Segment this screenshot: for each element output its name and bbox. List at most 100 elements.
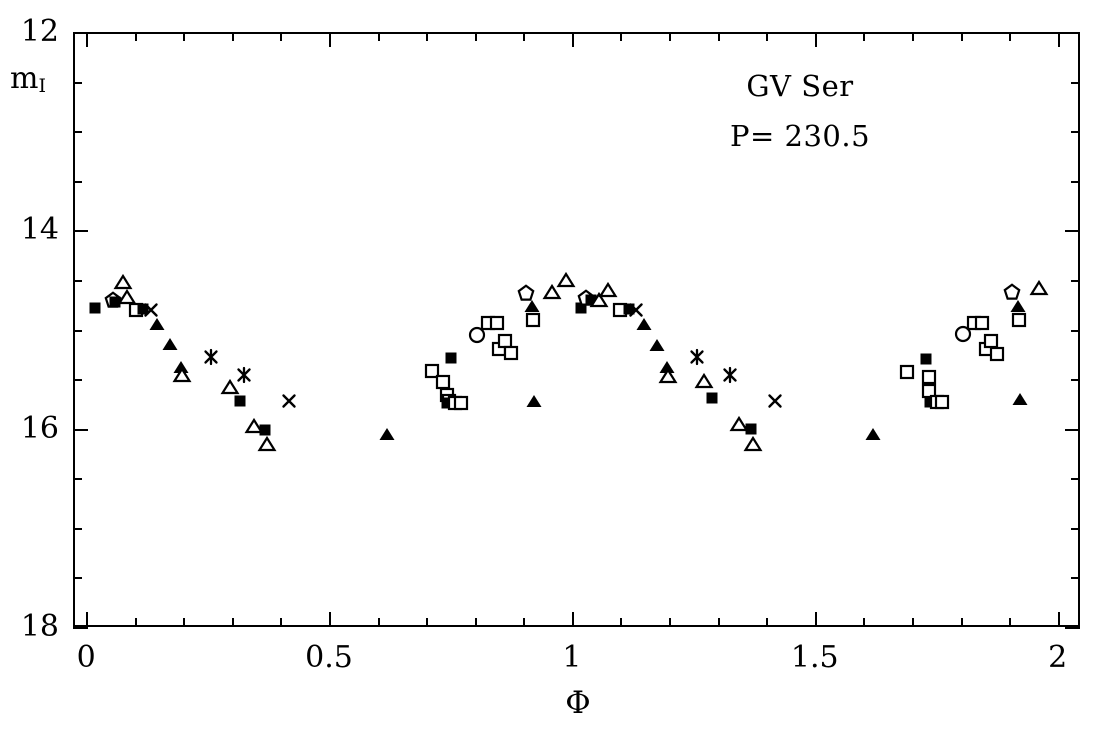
data-point-filled-triangle xyxy=(379,426,396,441)
x-minor-tick xyxy=(912,618,914,627)
x-minor-tick xyxy=(426,618,428,627)
data-point-open-triangle xyxy=(556,271,576,288)
x-major-tick xyxy=(86,612,88,627)
data-point-open-circle xyxy=(954,325,972,343)
data-point-filled-square xyxy=(744,422,758,436)
y-tick-label: 16 xyxy=(20,410,59,446)
data-point-filled-square xyxy=(705,391,719,405)
y-axis-title-subscript: I xyxy=(38,75,46,98)
annotation-star-name: GV Ser xyxy=(746,69,854,103)
data-point-filled-triangle xyxy=(524,298,541,313)
y-minor-tick xyxy=(73,478,82,480)
data-point-cross xyxy=(628,302,644,318)
x-minor-tick xyxy=(863,32,865,41)
x-minor-tick xyxy=(912,32,914,41)
annotation-period: P= 230.5 xyxy=(729,119,871,153)
x-minor-tick xyxy=(961,32,963,41)
data-point-filled-square xyxy=(444,351,458,365)
x-tick-label: 0 xyxy=(76,640,96,675)
x-major-tick xyxy=(815,32,817,47)
y-minor-tick xyxy=(1071,131,1080,133)
data-point-star xyxy=(689,349,706,366)
y-minor-tick xyxy=(73,280,82,282)
data-point-open-square xyxy=(525,312,541,328)
x-minor-tick xyxy=(280,618,282,627)
x-minor-tick xyxy=(475,618,477,627)
data-point-open-triangle xyxy=(589,291,609,308)
x-tick-label: 1.5 xyxy=(790,640,839,675)
y-minor-tick xyxy=(73,577,82,579)
x-minor-tick xyxy=(378,618,380,627)
data-point-open-triangle xyxy=(172,367,192,383)
x-axis-title: Φ xyxy=(565,685,591,721)
data-point-star xyxy=(203,349,220,366)
y-minor-tick xyxy=(1071,478,1080,480)
data-point-open-triangle xyxy=(542,283,562,300)
y-tick-label: 14 xyxy=(20,212,59,248)
x-minor-tick xyxy=(1009,32,1011,41)
data-point-open-triangle xyxy=(694,372,714,389)
y-tick-label: 12 xyxy=(20,14,59,49)
data-point-star xyxy=(721,366,738,384)
data-point-open-triangle xyxy=(244,417,264,434)
data-point-filled-square xyxy=(622,302,636,316)
x-minor-tick xyxy=(961,618,963,627)
y-minor-tick xyxy=(1071,330,1080,332)
x-minor-tick xyxy=(718,32,720,41)
data-point-filled-square xyxy=(440,396,454,410)
y-minor-tick xyxy=(73,330,82,332)
y-major-tick xyxy=(73,230,88,232)
data-point-filled-triangle xyxy=(162,337,179,352)
x-minor-tick xyxy=(183,32,185,41)
x-minor-tick xyxy=(669,618,671,627)
data-point-filled-square xyxy=(919,352,933,366)
y-axis-title: mI xyxy=(10,64,46,96)
data-point-open-pentagon xyxy=(1003,283,1021,301)
data-point-filled-square xyxy=(136,302,150,316)
y-major-tick xyxy=(1065,429,1080,431)
data-point-open-square xyxy=(989,346,1005,362)
data-point-filled-square xyxy=(108,295,122,309)
x-major-tick xyxy=(1058,612,1060,627)
y-minor-tick xyxy=(73,379,82,381)
y-minor-tick xyxy=(73,131,82,133)
y-major-tick xyxy=(73,32,88,34)
x-major-tick xyxy=(1058,32,1060,47)
data-point-open-triangle xyxy=(729,415,749,432)
x-tick-label: 0.5 xyxy=(305,640,353,675)
data-point-open-square xyxy=(1011,312,1027,328)
x-major-tick xyxy=(329,32,331,47)
data-point-open-square xyxy=(899,364,915,380)
data-point-open-triangle xyxy=(743,435,763,452)
data-point-filled-triangle xyxy=(635,316,652,331)
x-minor-tick xyxy=(1009,618,1011,627)
y-major-tick xyxy=(73,627,88,629)
x-tick-label: 2 xyxy=(1048,640,1068,675)
x-minor-tick xyxy=(475,32,477,41)
y-minor-tick xyxy=(1071,280,1080,282)
data-point-filled-triangle xyxy=(1009,298,1026,313)
data-point-filled-triangle xyxy=(173,360,190,375)
data-point-open-square xyxy=(453,395,469,411)
x-major-tick xyxy=(329,612,331,627)
x-major-tick xyxy=(86,32,88,47)
x-minor-tick xyxy=(135,32,137,41)
data-point-filled-triangle xyxy=(865,426,882,441)
data-point-open-triangle xyxy=(598,281,618,298)
data-point-open-triangle xyxy=(257,435,277,452)
data-point-open-square xyxy=(503,345,519,361)
x-minor-tick xyxy=(232,618,234,627)
x-minor-tick xyxy=(669,32,671,41)
data-point-filled-square xyxy=(233,394,247,408)
y-minor-tick xyxy=(73,82,82,84)
x-minor-tick xyxy=(378,32,380,41)
x-minor-tick xyxy=(718,618,720,627)
data-point-filled-triangle xyxy=(648,338,665,353)
x-minor-tick xyxy=(863,618,865,627)
y-minor-tick xyxy=(73,528,82,530)
data-point-open-triangle xyxy=(113,273,133,290)
x-minor-tick xyxy=(620,32,622,41)
data-point-filled-square xyxy=(584,293,598,307)
y-major-tick xyxy=(1065,230,1080,232)
